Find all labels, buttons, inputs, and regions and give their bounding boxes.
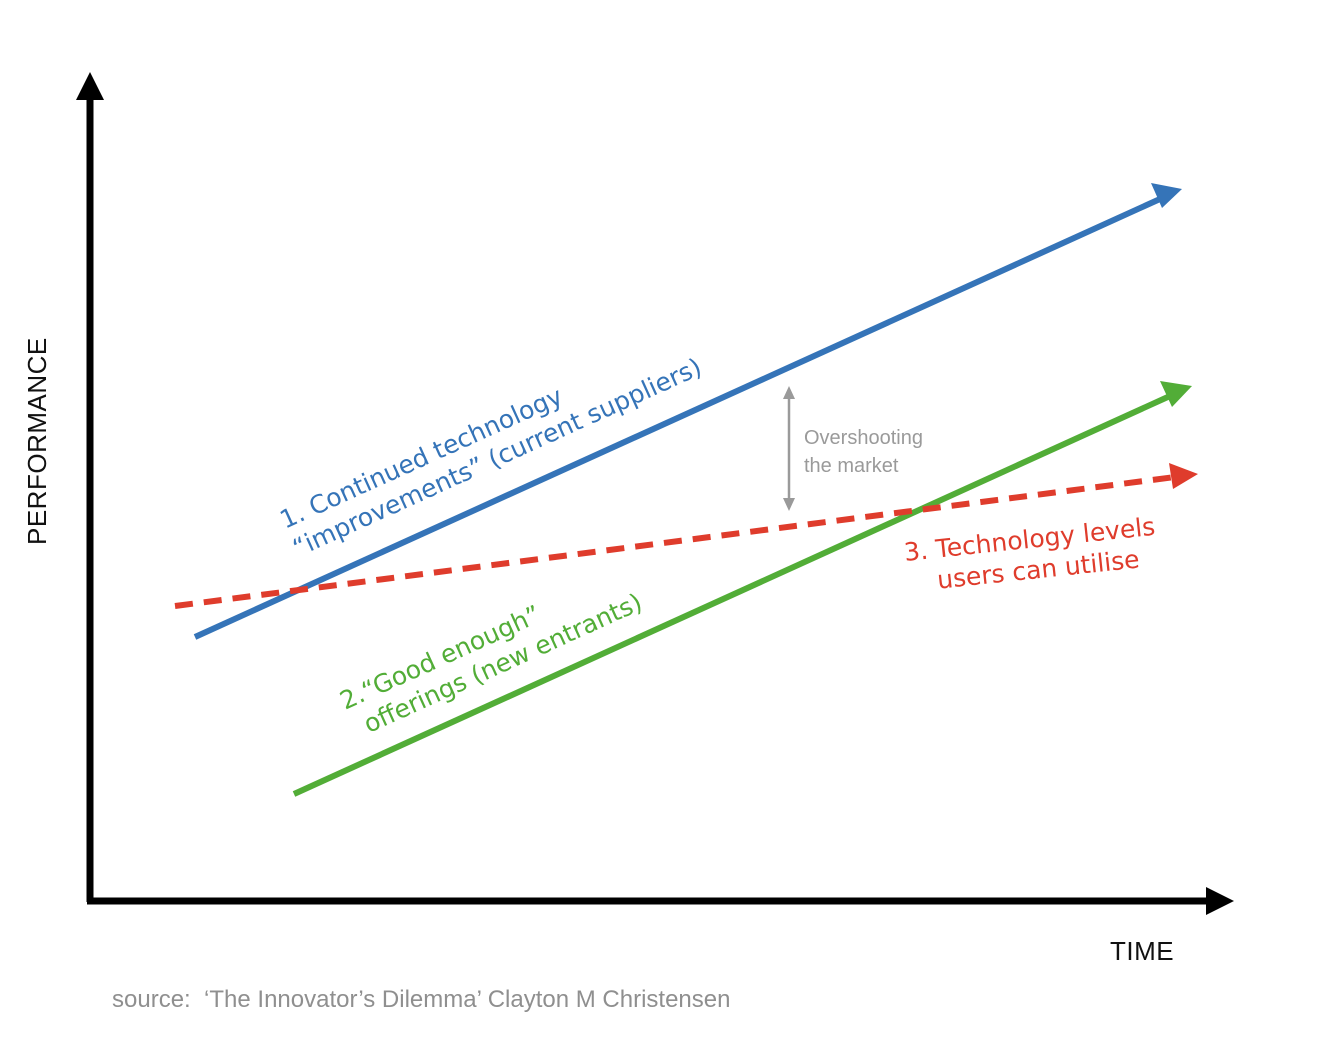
x-axis-label: TIME	[1110, 936, 1174, 966]
source-citation: source: ‘The Innovator’s Dilemma’ Clayto…	[112, 986, 731, 1013]
overshoot-arrowhead-up	[783, 386, 795, 399]
good-enough-label: 2.“Good enough” offerings (new entrants)	[335, 587, 646, 738]
technology-improvements-arrowhead	[1151, 183, 1182, 208]
y-axis-arrowhead	[76, 72, 104, 100]
technology-improvements-label-line2: “improvements” (current suppliers)	[288, 352, 706, 562]
user-levels-label: 3. Technology levels users can utilise	[903, 512, 1157, 595]
overshoot-label-line1: Overshooting	[804, 427, 923, 449]
x-axis	[87, 887, 1234, 915]
technology-improvements-label: 1. Continued technology “improvements” (…	[275, 352, 706, 562]
y-axis-label: PERFORMANCE	[22, 337, 52, 545]
x-axis-arrowhead	[1206, 887, 1234, 915]
good-enough-arrowhead	[1160, 381, 1192, 407]
overshoot-arrow	[783, 386, 795, 511]
technology-improvements-line	[193, 183, 1182, 640]
overshoot-label-line2: the market	[804, 455, 899, 477]
user-levels-line	[174, 463, 1198, 609]
good-enough-line	[292, 381, 1192, 797]
overshoot-arrowhead-down	[783, 498, 795, 511]
y-axis	[76, 72, 104, 902]
user-levels-arrowhead	[1169, 463, 1198, 489]
